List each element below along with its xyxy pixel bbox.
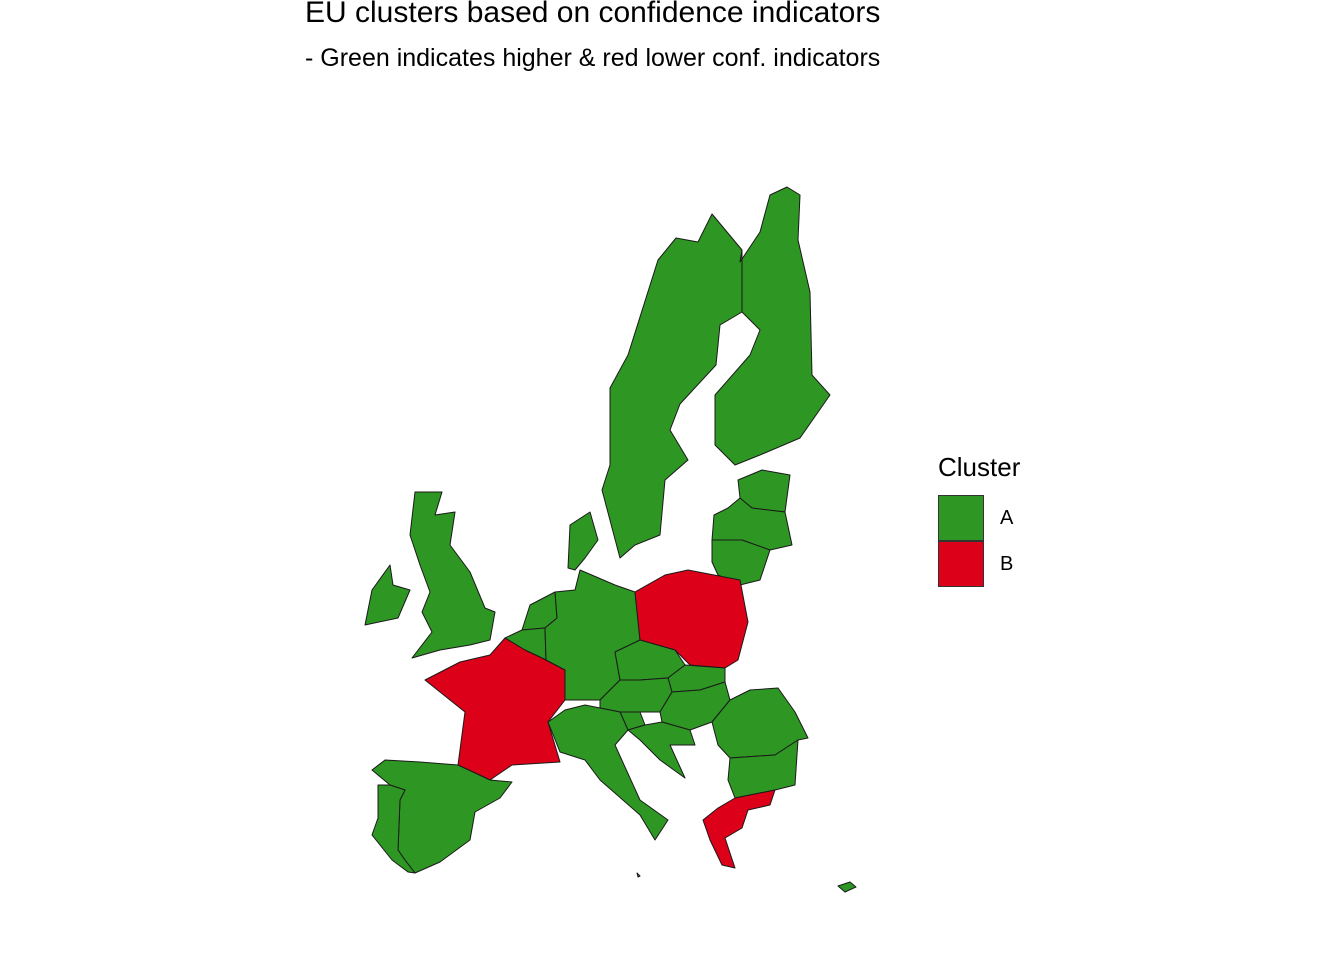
country-finland bbox=[714, 186, 831, 466]
map-subtitle: - Green indicates higher & red lower con… bbox=[305, 44, 881, 72]
country-bulgaria bbox=[727, 739, 799, 799]
map-title: EU clusters based on confidence indicato… bbox=[305, 0, 881, 29]
legend-swatch-a bbox=[938, 495, 984, 541]
country-sweden-norway bbox=[601, 213, 743, 559]
legend-title: Cluster bbox=[938, 452, 1021, 482]
country-lithuania bbox=[711, 539, 771, 586]
legend-item-b: B bbox=[938, 541, 1020, 587]
legend-label-a: A bbox=[1000, 506, 1014, 529]
country-greece bbox=[702, 789, 776, 869]
legend-swatch-b bbox=[938, 541, 984, 587]
country-romania bbox=[711, 687, 809, 759]
country-portugal bbox=[371, 784, 416, 874]
country-italy bbox=[547, 704, 669, 841]
legend-item-a: A bbox=[938, 495, 1020, 541]
country-united-kingdom bbox=[409, 491, 496, 659]
country-sicily bbox=[636, 872, 641, 878]
country-france bbox=[424, 637, 566, 781]
country-denmark bbox=[567, 511, 599, 571]
country-croatia bbox=[627, 721, 696, 779]
legend-label-b: B bbox=[1000, 552, 1014, 575]
country-cyprus bbox=[837, 881, 857, 893]
legend: Cluster A B bbox=[938, 452, 1020, 587]
country-ireland bbox=[364, 564, 411, 626]
